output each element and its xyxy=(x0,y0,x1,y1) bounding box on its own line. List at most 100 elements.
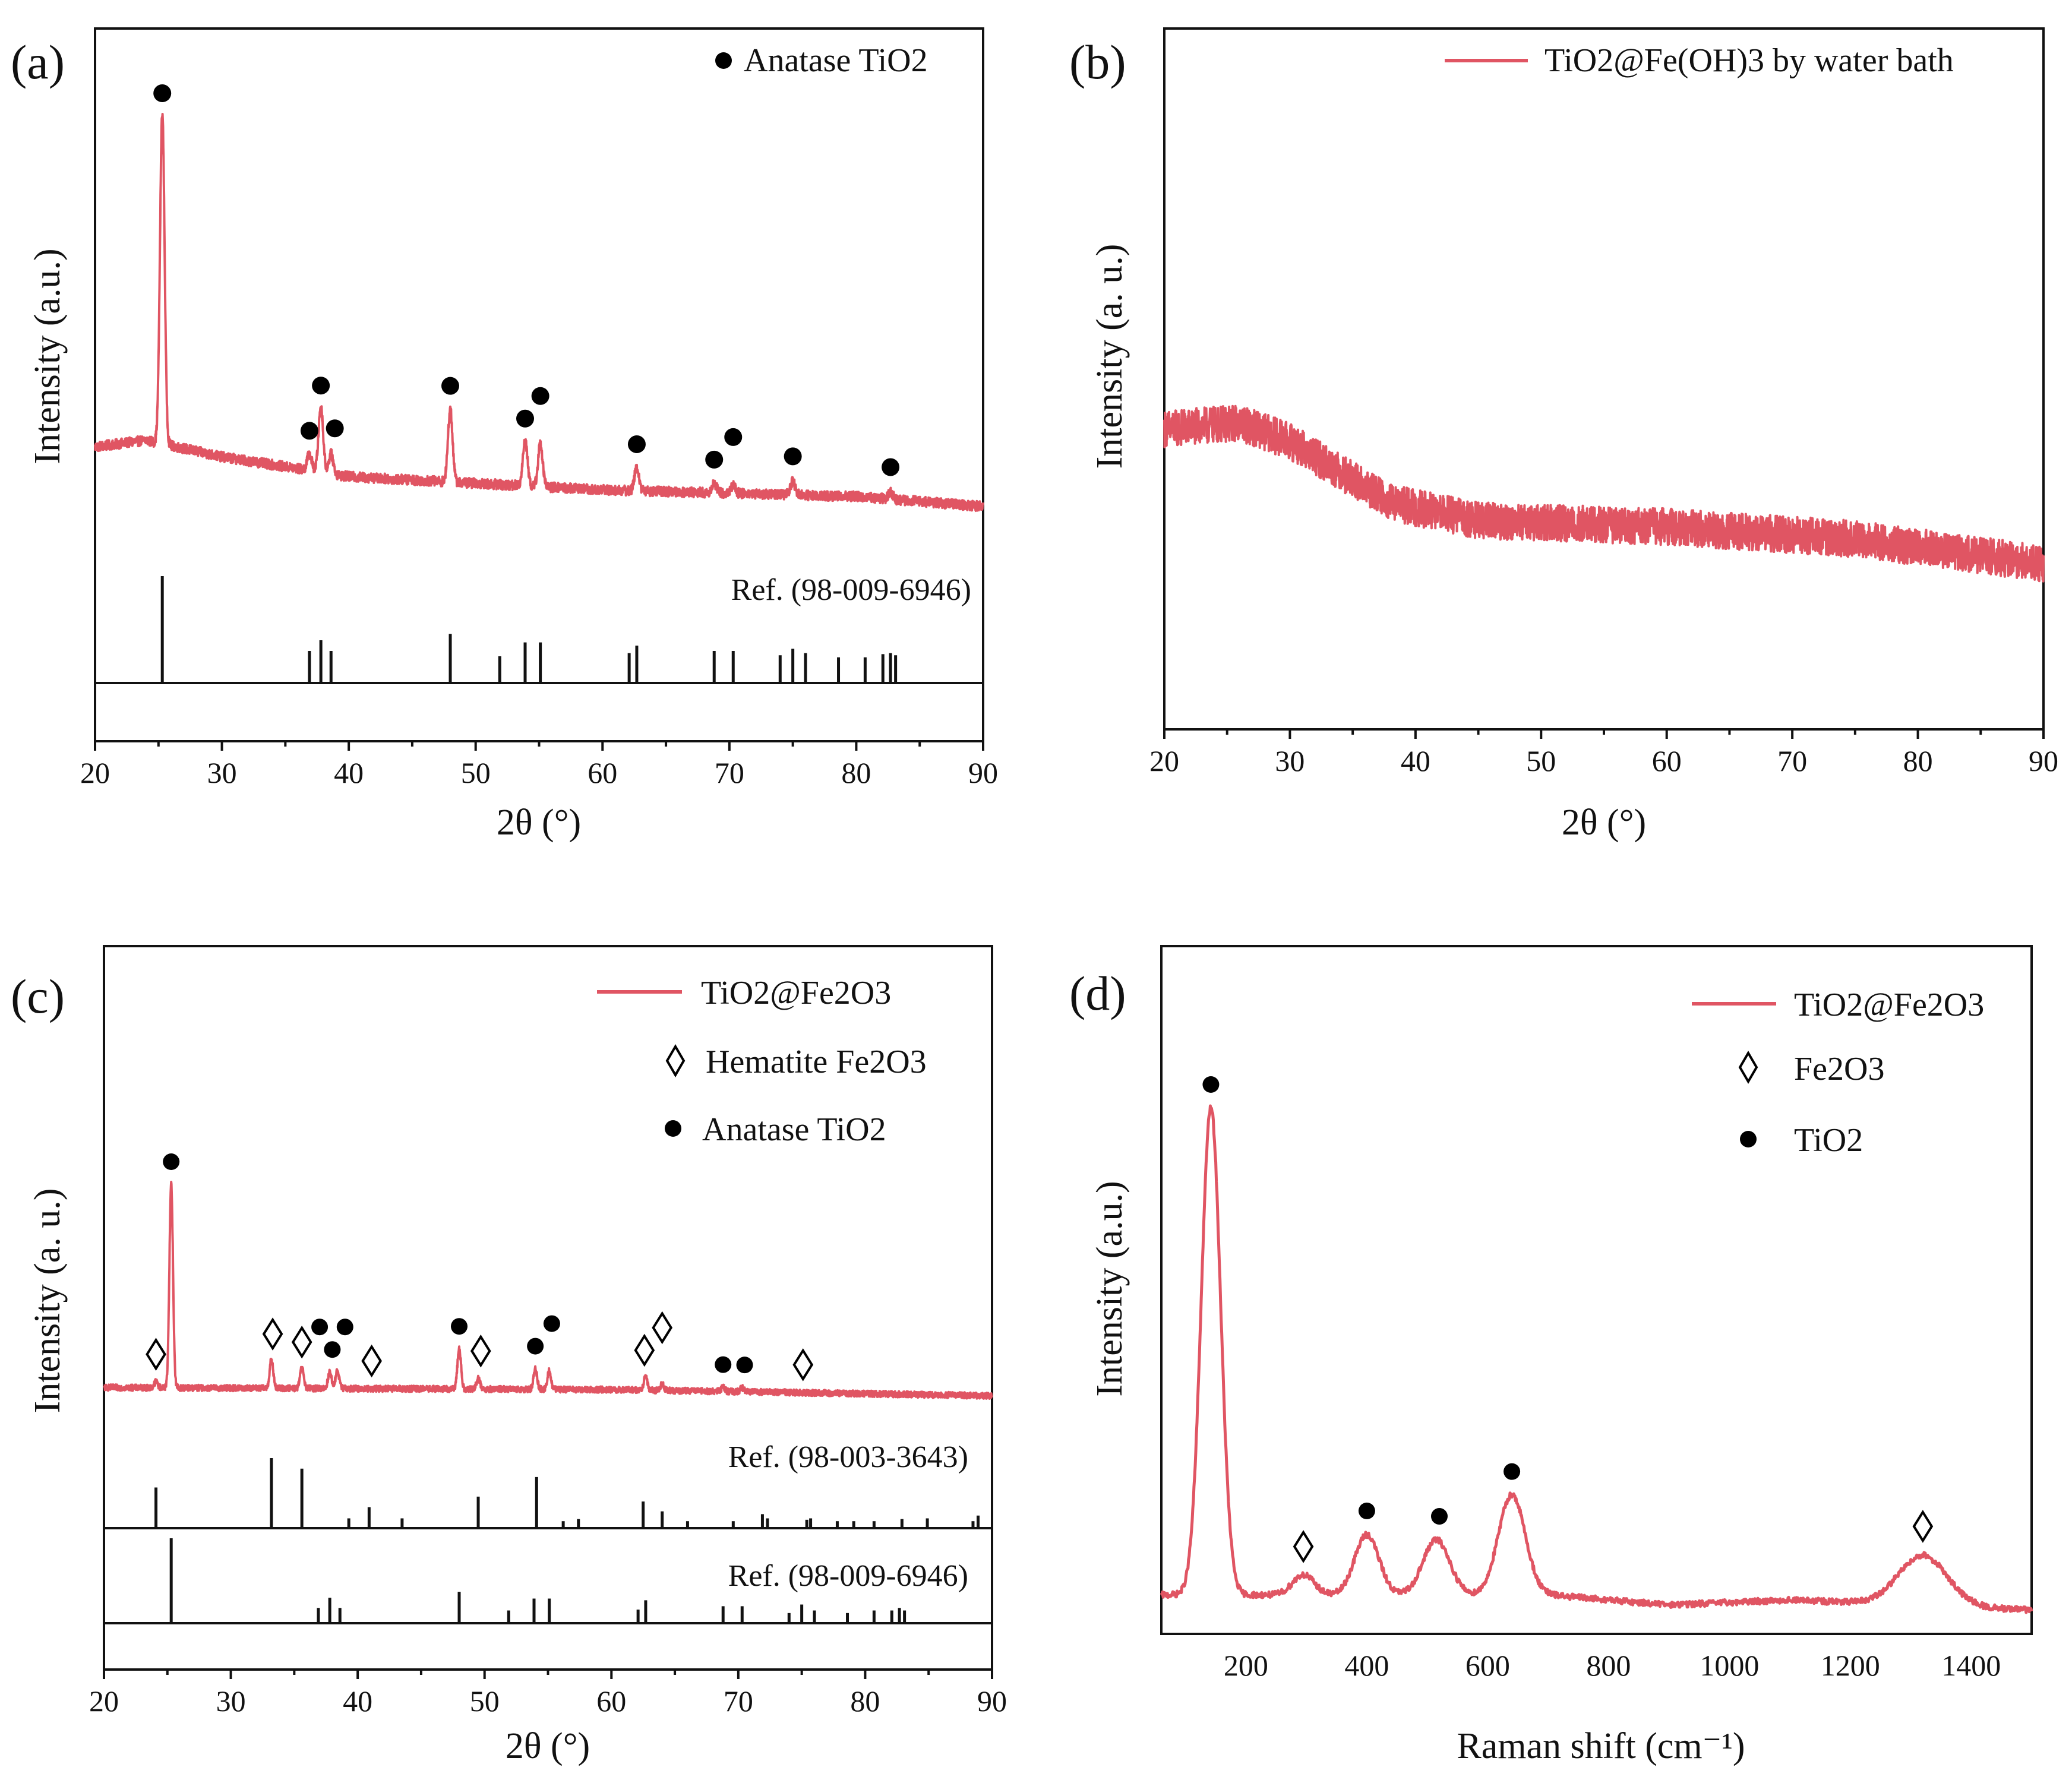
legend-label: TiO2@Fe(OH)3 by water bath xyxy=(1544,42,1954,79)
series-line xyxy=(94,113,984,512)
marker-layer xyxy=(146,1153,814,1381)
diamond-icon xyxy=(665,1044,686,1077)
panel-a: (a) 20 30 40 50 60 70 80 90 Ref. (98-009-6946) … xyxy=(11,27,998,843)
x-tick-label: 1200 xyxy=(1821,1649,1880,1682)
marker-dot xyxy=(1430,1508,1448,1525)
trace-layer xyxy=(94,113,984,512)
x-axis-title: 2θ (°) xyxy=(497,802,581,843)
panel-label: (d) xyxy=(1069,966,1126,1020)
marker-diamond xyxy=(361,1344,382,1378)
series-line xyxy=(1163,404,2045,583)
legend: TiO2@Fe2O3 Fe2O3 TiO2 xyxy=(1692,987,1984,1159)
marker-dot xyxy=(451,1318,468,1335)
x-tick-label: 400 xyxy=(1344,1649,1389,1682)
x-tick-label: 800 xyxy=(1586,1649,1631,1682)
legend: Anatase TiO2 xyxy=(715,42,928,79)
x-tick-label: 20 xyxy=(1149,744,1179,777)
x-tick-label: 1400 xyxy=(1941,1649,2001,1682)
legend-label: TiO2@Fe2O3 xyxy=(701,975,891,1011)
x-tick-label: 80 xyxy=(1903,744,1933,777)
x-tick-label: 50 xyxy=(1526,744,1556,777)
x-tick-label: 70 xyxy=(724,1684,753,1718)
legend-label: Anatase TiO2 xyxy=(744,42,928,79)
x-tick-label: 70 xyxy=(1777,744,1807,777)
x-tick-label: 40 xyxy=(343,1684,372,1718)
marker-dot xyxy=(543,1315,560,1332)
legend-label: Fe2O3 xyxy=(1794,1051,1884,1087)
marker-diamond xyxy=(1912,1510,1934,1543)
trace-layer xyxy=(103,1181,993,1400)
marker-dot xyxy=(527,1338,544,1355)
x-tick-label: 1000 xyxy=(1700,1649,1759,1682)
legend-label: Anatase TiO2 xyxy=(702,1111,886,1148)
marker-dot xyxy=(163,1153,180,1170)
marker-diamond xyxy=(146,1338,166,1371)
marker-dot xyxy=(324,1341,341,1358)
x-tick-label: 30 xyxy=(216,1684,246,1718)
trace-layer xyxy=(1163,404,2045,583)
marker-layer xyxy=(1202,1076,1934,1563)
marker-dot xyxy=(627,435,646,453)
legend-label: TiO2@Fe2O3 xyxy=(1794,987,1984,1023)
x-axis-title: 2θ (°) xyxy=(1562,802,1646,843)
legend: TiO2@Fe2O3 Hematite Fe2O3 Anatase TiO2 xyxy=(597,975,927,1148)
legend-dot-icon xyxy=(715,52,732,69)
x-axis: 20 30 40 50 60 70 80 90 xyxy=(80,741,998,789)
diamond-icon xyxy=(1738,1051,1758,1084)
marker-diamond xyxy=(291,1325,312,1359)
x-tick-label: 80 xyxy=(841,756,871,789)
reference-label: Ref. (98-003-3643) xyxy=(728,1440,968,1474)
marker-dot xyxy=(153,84,172,102)
marker-dot xyxy=(882,458,900,476)
panel-d: (d) 200 400 600 800 1000 1200 1400 Raman shift… xyxy=(1069,945,2033,1766)
x-tick-label: 50 xyxy=(461,756,491,789)
legend-label: TiO2 xyxy=(1794,1122,1863,1159)
x-tick-label: 90 xyxy=(977,1684,1007,1718)
x-tick-label: 60 xyxy=(1652,744,1682,777)
y-axis-title: Intensity (a.u.) xyxy=(27,248,68,464)
x-axis: 200 400 600 800 1000 1200 1400 xyxy=(1224,1649,2001,1682)
legend-label: Hematite Fe2O3 xyxy=(706,1044,927,1080)
x-axis: 20 30 40 50 60 70 80 90 xyxy=(1149,729,2058,777)
x-tick-label: 90 xyxy=(2029,744,2058,777)
y-axis-title: Intensity (a. u.) xyxy=(1089,244,1130,469)
x-tick-label: 600 xyxy=(1465,1649,1510,1682)
marker-dot xyxy=(1202,1076,1220,1093)
marker-dot xyxy=(724,428,743,446)
trace-layer xyxy=(1160,1104,2033,1614)
x-tick-label: 30 xyxy=(1275,744,1305,777)
series-line xyxy=(103,1181,993,1400)
x-tick-label: 70 xyxy=(715,756,744,789)
marker-dot xyxy=(312,377,330,395)
x-tick-label: 200 xyxy=(1224,1649,1268,1682)
marker-dot xyxy=(736,1357,753,1374)
marker-dot xyxy=(531,387,549,405)
x-axis-title: Raman shift (cm⁻¹) xyxy=(1457,1726,1745,1766)
marker-dot xyxy=(441,377,459,395)
marker-dot xyxy=(336,1319,353,1336)
x-tick-label: 60 xyxy=(596,1684,626,1718)
x-tick-label: 90 xyxy=(968,756,998,789)
marker-dot xyxy=(784,447,802,466)
marker-diamond xyxy=(634,1333,655,1367)
x-tick-label: 80 xyxy=(850,1684,880,1718)
legend: TiO2@Fe(OH)3 by water bath xyxy=(1445,42,1954,79)
reference-layer xyxy=(160,576,898,683)
panel-c: (c) 20 30 40 50 60 70 80 90 Ref. (98-003-3643) … xyxy=(11,945,1007,1766)
marker-diamond xyxy=(792,1348,814,1381)
x-tick-label: 40 xyxy=(1401,744,1430,777)
panel-b: (b) 20 30 40 50 60 70 80 90 2θ (°) Intensity (a… xyxy=(1069,27,2058,843)
panel-label: (c) xyxy=(11,969,65,1023)
x-tick-label: 20 xyxy=(89,1684,119,1718)
marker-layer xyxy=(153,84,900,476)
legend-dot-icon xyxy=(1740,1131,1757,1147)
panel-label: (b) xyxy=(1069,35,1126,89)
marker-diamond xyxy=(1293,1530,1314,1563)
marker-diamond xyxy=(652,1311,673,1345)
panel-label: (a) xyxy=(11,35,65,89)
y-axis-title: Intensity (a.u.) xyxy=(1089,1181,1130,1396)
plot-frame xyxy=(1160,945,2033,1635)
marker-dot xyxy=(300,422,318,440)
marker-dot xyxy=(326,419,344,438)
